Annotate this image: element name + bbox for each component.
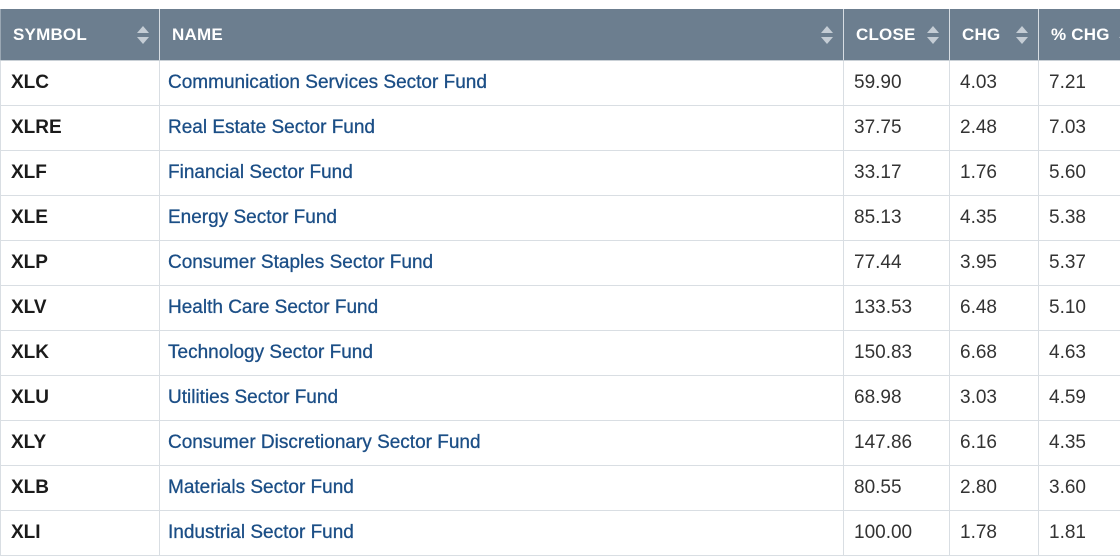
fund-name-link[interactable]: Communication Services Sector Fund [168, 72, 487, 93]
fund-name-link[interactable]: Real Estate Sector Fund [168, 117, 375, 138]
cell-close: 33.17 [844, 151, 950, 196]
table-header-row: SYMBOL NAME CLOSE CHG % CHG ↓ [1, 9, 1120, 61]
sector-funds-table: SYMBOL NAME CLOSE CHG % CHG ↓ XLC Communi… [0, 9, 1120, 556]
cell-symbol: XLF [1, 151, 160, 196]
cell-chg: 1.78 [950, 511, 1039, 556]
cell-close: 37.75 [844, 106, 950, 151]
cell-symbol: XLE [1, 196, 160, 241]
fund-name-link[interactable]: Industrial Sector Fund [168, 522, 354, 543]
cell-pct-chg: 5.38 [1039, 196, 1120, 241]
cell-name: Energy Sector Fund [160, 196, 844, 241]
column-header-close[interactable]: CLOSE [844, 9, 950, 61]
cell-chg: 6.16 [950, 421, 1039, 466]
cell-symbol: XLRE [1, 106, 160, 151]
cell-close: 80.55 [844, 466, 950, 511]
column-header-symbol[interactable]: SYMBOL [1, 9, 160, 61]
cell-chg: 2.80 [950, 466, 1039, 511]
fund-name-link[interactable]: Technology Sector Fund [168, 342, 373, 363]
cell-symbol: XLI [1, 511, 160, 556]
cell-name: Industrial Sector Fund [160, 511, 844, 556]
cell-chg: 3.03 [950, 376, 1039, 421]
column-header-label: % CHG [1051, 25, 1110, 45]
cell-symbol: XLK [1, 331, 160, 376]
cell-close: 85.13 [844, 196, 950, 241]
column-header-label: CHG [962, 25, 1000, 45]
column-header-label: SYMBOL [13, 25, 87, 45]
column-header-pct-chg[interactable]: % CHG ↓ [1039, 9, 1120, 61]
cell-name: Health Care Sector Fund [160, 286, 844, 331]
cell-chg: 6.68 [950, 331, 1039, 376]
column-header-label: CLOSE [856, 25, 916, 45]
cell-close: 150.83 [844, 331, 950, 376]
sort-updown-icon[interactable] [137, 26, 149, 44]
cell-pct-chg: 7.03 [1039, 106, 1120, 151]
cell-name: Consumer Staples Sector Fund [160, 241, 844, 286]
fund-name-link[interactable]: Materials Sector Fund [168, 477, 354, 498]
cell-pct-chg: 5.10 [1039, 286, 1120, 331]
cell-pct-chg: 4.35 [1039, 421, 1120, 466]
fund-name-link[interactable]: Consumer Staples Sector Fund [168, 252, 433, 273]
sort-updown-icon[interactable] [927, 26, 939, 44]
cell-name: Financial Sector Fund [160, 151, 844, 196]
cell-close: 100.00 [844, 511, 950, 556]
fund-name-link[interactable]: Financial Sector Fund [168, 162, 353, 183]
cell-name: Technology Sector Fund [160, 331, 844, 376]
column-header-name[interactable]: NAME [160, 9, 844, 61]
cell-symbol: XLB [1, 466, 160, 511]
column-header-chg[interactable]: CHG [950, 9, 1039, 61]
cell-name: Materials Sector Fund [160, 466, 844, 511]
cell-chg: 2.48 [950, 106, 1039, 151]
cell-pct-chg: 1.81 [1039, 511, 1120, 556]
cell-chg: 6.48 [950, 286, 1039, 331]
table-row: XLY Consumer Discretionary Sector Fund 147… [1, 421, 1120, 466]
cell-pct-chg: 4.59 [1039, 376, 1120, 421]
column-header-label: NAME [172, 25, 223, 45]
cell-close: 147.86 [844, 421, 950, 466]
cell-pct-chg: 3.60 [1039, 466, 1120, 511]
fund-name-link[interactable]: Energy Sector Fund [168, 207, 337, 228]
cell-symbol: XLY [1, 421, 160, 466]
cell-name: Communication Services Sector Fund [160, 61, 844, 106]
cell-symbol: XLV [1, 286, 160, 331]
cell-chg: 4.03 [950, 61, 1039, 106]
cell-close: 77.44 [844, 241, 950, 286]
cell-name: Utilities Sector Fund [160, 376, 844, 421]
fund-name-link[interactable]: Consumer Discretionary Sector Fund [168, 432, 481, 453]
sort-updown-icon[interactable] [821, 26, 833, 44]
cell-chg: 4.35 [950, 196, 1039, 241]
cell-symbol: XLC [1, 61, 160, 106]
cell-chg: 3.95 [950, 241, 1039, 286]
cell-close: 133.53 [844, 286, 950, 331]
cell-pct-chg: 5.60 [1039, 151, 1120, 196]
cell-name: Real Estate Sector Fund [160, 106, 844, 151]
table-row: XLC Communication Services Sector Fund 59.… [1, 61, 1120, 106]
cell-symbol: XLU [1, 376, 160, 421]
cell-chg: 1.76 [950, 151, 1039, 196]
cell-pct-chg: 7.21 [1039, 61, 1120, 106]
cell-symbol: XLP [1, 241, 160, 286]
cell-pct-chg: 4.63 [1039, 331, 1120, 376]
cell-close: 68.98 [844, 376, 950, 421]
sort-updown-icon[interactable] [1016, 26, 1028, 44]
cell-close: 59.90 [844, 61, 950, 106]
cell-name: Consumer Discretionary Sector Fund [160, 421, 844, 466]
fund-name-link[interactable]: Health Care Sector Fund [168, 297, 378, 318]
fund-name-link[interactable]: Utilities Sector Fund [168, 387, 338, 408]
top-margin [0, 0, 1120, 9]
cell-pct-chg: 5.37 [1039, 241, 1120, 286]
